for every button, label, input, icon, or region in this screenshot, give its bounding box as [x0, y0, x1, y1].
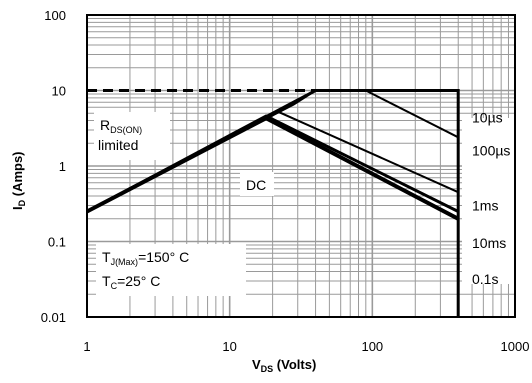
y-tick-label: 10 [52, 84, 66, 99]
y-tick-label: 100 [44, 8, 66, 23]
rds-label: RDS(ON) [100, 117, 142, 135]
series-line-DC [86, 115, 460, 221]
plot-frame [86, 14, 516, 318]
y-tick-label: 1 [59, 159, 66, 174]
y-axis-title: ID (Amps) [10, 151, 27, 210]
soa-curves [86, 89, 460, 317]
legend-label-box [462, 118, 514, 284]
x-axis-title: VDS (Volts) [252, 357, 316, 374]
x-tick-label: 10 [222, 339, 236, 354]
tj-label: TJ(Max)=150° C [102, 249, 189, 267]
curve-label: 10µs [472, 109, 503, 125]
x-tick-label: 100 [361, 339, 383, 354]
tick-labels: 1 10 100 1000 100 10 1 0.1 0.01 [41, 8, 530, 354]
curve-label: 0.1s [472, 271, 498, 287]
dc-label: DC [246, 177, 266, 193]
dc-label-box [240, 172, 274, 196]
x-tick-label: 1000 [501, 339, 530, 354]
tc-label: TC=25° C [102, 273, 160, 291]
temp-label-box [96, 244, 246, 296]
curve-label: 10ms [472, 235, 506, 251]
y-tick-label: 0.01 [41, 310, 66, 325]
curve-label: 1ms [472, 197, 498, 213]
rds-limited-label: limited [98, 137, 138, 153]
curve-label: 100µs [472, 143, 510, 159]
rds-label-box [94, 112, 170, 160]
x-tick-label: 1 [83, 339, 90, 354]
y-tick-label: 0.1 [48, 235, 66, 250]
curve-labels: 10µs 100µs 1ms 10ms 0.1s [472, 109, 510, 286]
